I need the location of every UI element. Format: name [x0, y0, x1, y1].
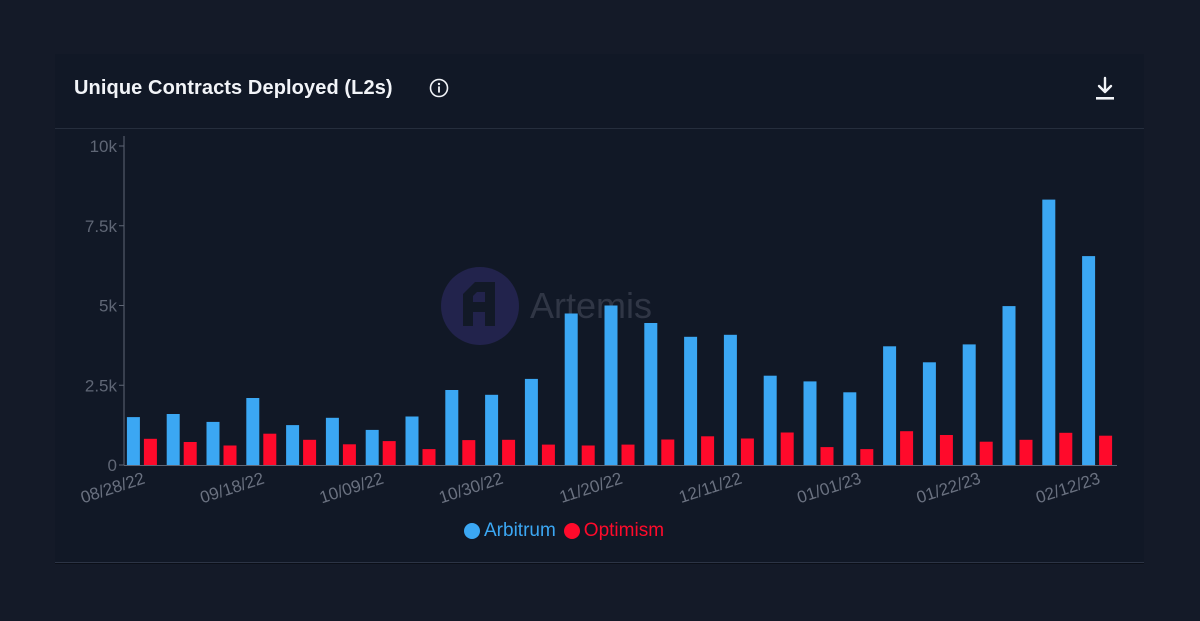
bar-optimism-02-12-23[interactable]	[1099, 435, 1113, 465]
bar-optimism-09-25-22[interactable]	[303, 439, 317, 465]
bar-arbitrum-10-16-22[interactable]	[405, 416, 419, 466]
x-tick-label: 02/12/23	[1034, 469, 1103, 508]
x-tick-label: 01/01/23	[795, 469, 864, 508]
bar-optimism-01-08-23[interactable]	[900, 431, 914, 465]
bar-optimism-11-20-22[interactable]	[621, 444, 635, 465]
bar-arbitrum-11-27-22[interactable]	[644, 323, 658, 465]
x-tick-label: 01/22/23	[914, 469, 983, 508]
bar-arbitrum-11-20-22[interactable]	[604, 305, 618, 466]
y-tick-label: 10k	[90, 137, 118, 156]
legend-label-optimism: Optimism	[583, 520, 665, 541]
y-tick-label: 2.5k	[85, 376, 118, 395]
artemis-watermark: Artemis	[441, 267, 652, 345]
legend-label-arbitrum: Arbitrum	[484, 520, 556, 541]
chart-legend: Arbitrum Optimism	[464, 520, 664, 542]
y-tick-label: 7.5k	[85, 217, 118, 236]
bar-arbitrum-01-29-23[interactable]	[1002, 306, 1016, 465]
bar-arbitrum-12-11-22[interactable]	[723, 334, 737, 465]
legend-item-arbitrum[interactable]: Arbitrum	[464, 520, 556, 542]
bar-optimism-12-18-22[interactable]	[780, 432, 794, 466]
bar-arbitrum-11-13-22[interactable]	[564, 313, 578, 466]
bar-optimism-10-02-22[interactable]	[342, 444, 356, 465]
bar-optimism-02-05-23[interactable]	[1059, 432, 1073, 465]
x-tick-label: 11/20/22	[557, 469, 625, 507]
bar-optimism-01-01-23[interactable]	[860, 449, 874, 465]
bar-arbitrum-10-23-22[interactable]	[445, 390, 459, 465]
bar-arbitrum-09-04-22[interactable]	[166, 414, 180, 465]
legend-dot-optimism	[563, 523, 580, 539]
bar-optimism-01-15-23[interactable]	[939, 435, 953, 465]
chart-card: Unique Contracts Deployed (L2s) Artemis …	[55, 54, 1144, 563]
x-tick-label: 10/09/22	[317, 469, 386, 508]
bar-optimism-01-22-23[interactable]	[979, 441, 993, 465]
bar-optimism-11-27-22[interactable]	[661, 439, 675, 466]
bar-arbitrum-10-02-22[interactable]	[325, 417, 339, 465]
bar-optimism-10-09-22[interactable]	[382, 441, 396, 465]
chart-title: Unique Contracts Deployed (L2s)	[74, 77, 393, 99]
bar-optimism-09-18-22[interactable]	[263, 433, 277, 465]
download-icon[interactable]	[1093, 76, 1117, 102]
legend-item-optimism[interactable]: Optimism	[563, 520, 665, 542]
x-tick-label: 09/18/22	[198, 469, 267, 508]
bar-optimism-09-04-22[interactable]	[183, 442, 197, 465]
bar-arbitrum-02-12-23[interactable]	[1082, 256, 1096, 465]
bar-arbitrum-09-18-22[interactable]	[246, 398, 260, 465]
bar-optimism-10-30-22[interactable]	[502, 439, 516, 465]
bar-optimism-08-28-22[interactable]	[143, 438, 157, 465]
y-tick-label: 0	[108, 456, 117, 475]
artemis-logo-glyph	[463, 282, 495, 326]
bar-optimism-11-13-22[interactable]	[581, 445, 595, 466]
x-tick-label: 10/30/22	[437, 469, 506, 508]
bar-arbitrum-10-30-22[interactable]	[485, 394, 499, 465]
bar-optimism-11-06-22[interactable]	[541, 444, 555, 465]
bar-arbitrum-12-18-22[interactable]	[763, 375, 777, 465]
bar-arbitrum-02-05-23[interactable]	[1042, 199, 1056, 465]
bar-optimism-09-11-22[interactable]	[223, 445, 237, 466]
bar-arbitrum-09-25-22[interactable]	[286, 425, 300, 465]
bar-optimism-10-16-22[interactable]	[422, 449, 436, 465]
bar-arbitrum-08-28-22[interactable]	[126, 417, 140, 465]
watermark-text: Artemis	[530, 285, 652, 326]
bar-arbitrum-12-25-22[interactable]	[803, 381, 817, 465]
x-tick-label: 12/11/22	[677, 469, 745, 507]
bar-arbitrum-09-11-22[interactable]	[206, 421, 220, 465]
bar-arbitrum-01-22-23[interactable]	[962, 344, 976, 465]
legend-dot-arbitrum	[464, 523, 480, 539]
y-tick-label: 5k	[99, 297, 117, 316]
bar-arbitrum-10-09-22[interactable]	[365, 429, 379, 465]
bar-arbitrum-12-04-22[interactable]	[684, 336, 698, 465]
bar-optimism-12-04-22[interactable]	[701, 436, 715, 465]
bar-arbitrum-01-01-23[interactable]	[843, 392, 857, 465]
bar-arbitrum-01-15-23[interactable]	[922, 362, 936, 465]
bar-optimism-10-23-22[interactable]	[462, 440, 476, 465]
info-icon[interactable]	[429, 78, 449, 98]
bar-optimism-01-29-23[interactable]	[1019, 439, 1033, 465]
bar-arbitrum-11-06-22[interactable]	[524, 378, 538, 465]
card-header: Unique Contracts Deployed (L2s)	[55, 54, 1144, 129]
bar-optimism-12-25-22[interactable]	[820, 447, 834, 465]
bar-arbitrum-01-08-23[interactable]	[883, 346, 897, 465]
bar-optimism-12-11-22[interactable]	[740, 438, 754, 466]
